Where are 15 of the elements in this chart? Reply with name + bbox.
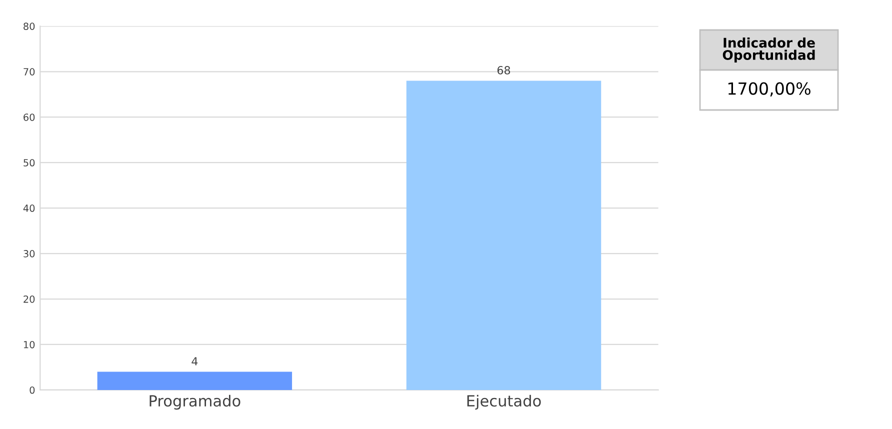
y-tick-label: 50 — [24, 159, 35, 166]
text: 1700,00% — [728, 82, 810, 97]
y-tick-label: 10 — [24, 340, 35, 348]
y-tick-label: 80 — [24, 22, 35, 30]
data-label: 4 — [192, 357, 198, 366]
text: Indicador de Oportunidad — [722, 37, 815, 63]
y-tick-label: 40 — [23, 204, 35, 212]
y-tick-label: 70 — [24, 68, 35, 76]
y-tick-label: 60 — [24, 114, 35, 121]
y-tick-label: 30 — [24, 250, 35, 258]
x-tick-label: Ejecutado — [467, 394, 541, 410]
data-label: 68 — [497, 66, 510, 74]
x-tick-label: Programado — [150, 394, 240, 410]
y-tick-label: 20 — [24, 295, 35, 303]
y-tick-label: 0 — [30, 386, 35, 394]
